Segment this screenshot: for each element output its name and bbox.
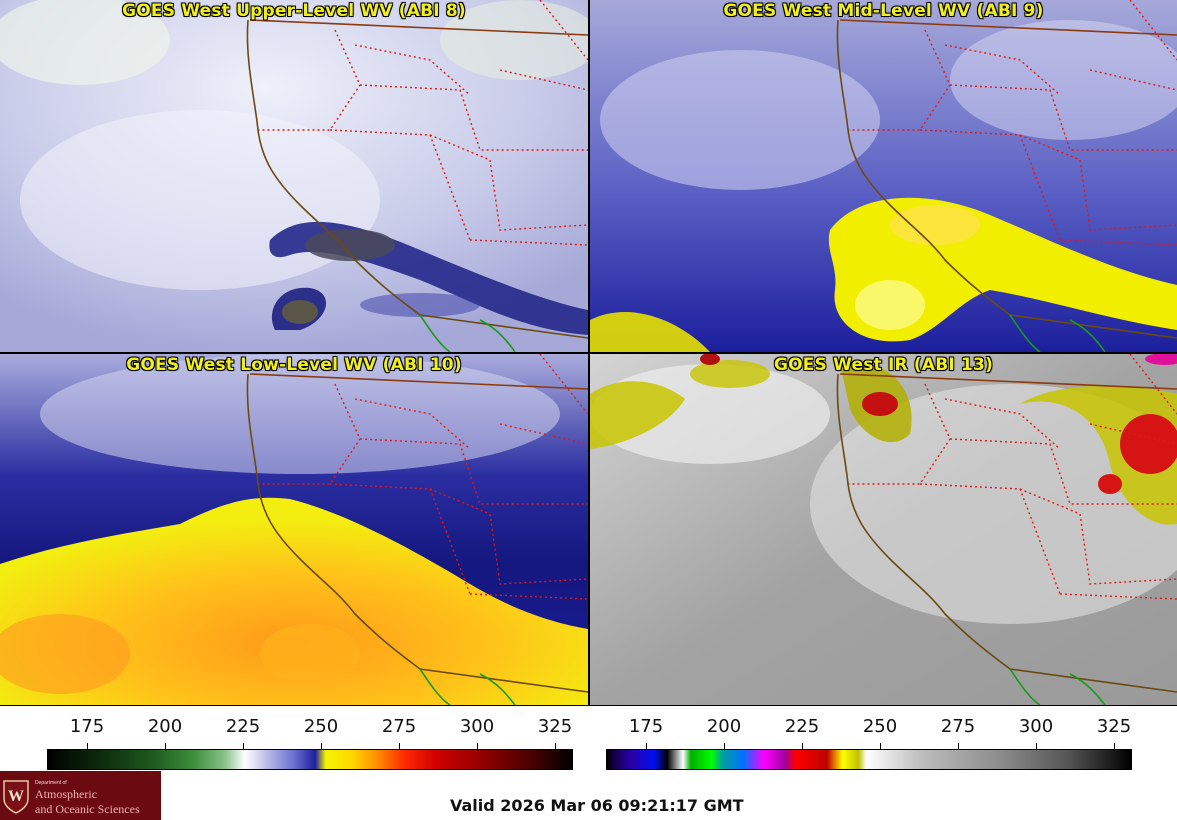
tick-label: 175 <box>69 716 105 737</box>
logo-line1: Atmospheric <box>35 787 97 801</box>
valid-time: Valid 2026 Mar 06 09:21:17 GMT <box>450 796 744 815</box>
logo-dept-text: Department of <box>35 780 67 786</box>
panel-mid-level-wv: GOES West Mid-Level WV (ABI 9) <box>589 0 1177 353</box>
mid-level-wv-image <box>590 0 1177 352</box>
tick-mark <box>1036 743 1037 749</box>
tick-label: 325 <box>537 716 573 737</box>
aos-logo[interactable]: W Department of Atmospheric and Oceanic … <box>0 771 161 820</box>
colorbar-ir <box>606 749 1132 770</box>
colorbar-wv <box>47 749 573 770</box>
panel-ir: GOES West IR (ABI 13) <box>589 353 1177 706</box>
panel-low-level-wv: GOES West Low-Level WV (ABI 10) <box>0 353 589 706</box>
panel-title: GOES West IR (ABI 13) <box>773 355 994 375</box>
tick-mark <box>399 743 400 749</box>
tick-label: 200 <box>147 716 183 737</box>
tick-mark <box>880 743 881 749</box>
panel-upper-level-wv: GOES West Upper-Level WV (ABI 8) <box>0 0 589 353</box>
tick-label: 275 <box>381 716 417 737</box>
tick-mark <box>1114 743 1115 749</box>
tick-label: 250 <box>303 716 339 737</box>
tick-mark <box>87 743 88 749</box>
svg-text:W: W <box>8 788 24 805</box>
tick-label: 200 <box>706 716 742 737</box>
uw-crest-icon: W <box>3 780 29 814</box>
colorbar-ticks-ir: 175 200 225 250 275 300 325 <box>0 716 1177 740</box>
tick-label: 325 <box>1096 716 1132 737</box>
tick-mark <box>165 743 166 749</box>
ir-image <box>590 354 1177 705</box>
tick-mark <box>555 743 556 749</box>
panel-title: GOES West Mid-Level WV (ABI 9) <box>723 1 1044 21</box>
tick-mark <box>477 743 478 749</box>
panel-title: GOES West Upper-Level WV (ABI 8) <box>122 1 466 21</box>
tick-mark <box>802 743 803 749</box>
tick-label: 225 <box>784 716 820 737</box>
low-level-wv-image <box>0 354 588 705</box>
colorbar-ticks-wv: 175 200 225 250 275 300 325 <box>0 716 588 740</box>
tick-label: 225 <box>225 716 261 737</box>
tick-mark <box>243 743 244 749</box>
tick-mark <box>724 743 725 749</box>
panel-title: GOES West Low-Level WV (ABI 10) <box>126 355 462 375</box>
tick-label: 175 <box>628 716 664 737</box>
tick-mark <box>646 743 647 749</box>
tick-label: 275 <box>940 716 976 737</box>
tick-mark <box>958 743 959 749</box>
upper-level-wv-image <box>0 0 588 352</box>
tick-label: 300 <box>459 716 495 737</box>
tick-label: 250 <box>862 716 898 737</box>
tick-mark <box>321 743 322 749</box>
tick-label: 300 <box>1018 716 1054 737</box>
logo-line2: and Oceanic Sciences <box>35 802 140 816</box>
